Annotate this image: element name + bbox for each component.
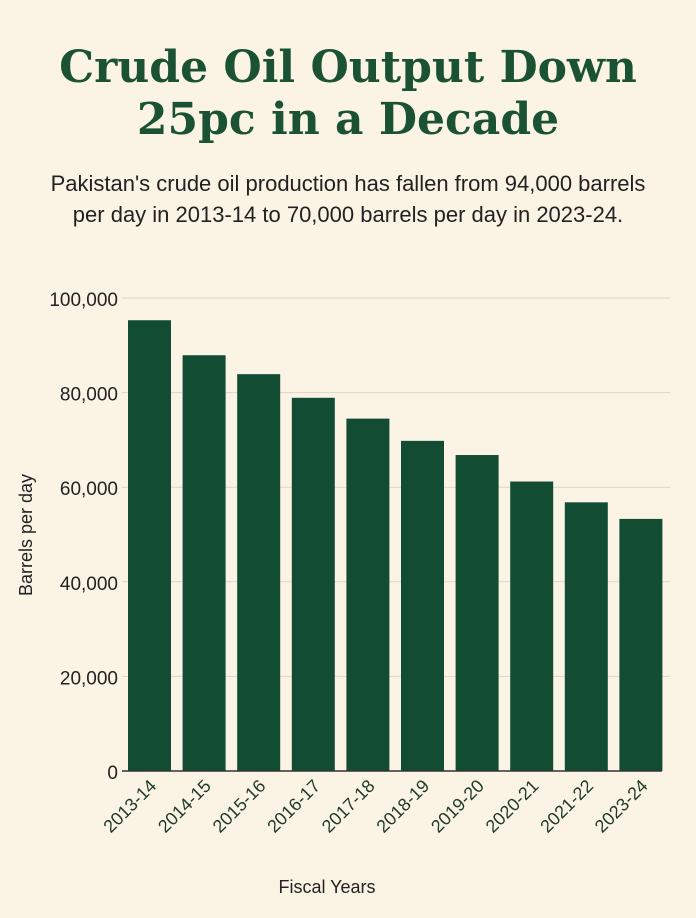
y-tick-label: 100,000 — [49, 290, 118, 311]
bar — [564, 502, 608, 771]
x-tick-label: 2015-16 — [209, 776, 270, 837]
bar — [510, 481, 554, 771]
bar — [291, 397, 335, 771]
x-tick-label: 2018-19 — [372, 776, 433, 837]
x-tick-label: 2017-18 — [318, 776, 379, 837]
x-tick-label: 2016-17 — [263, 776, 324, 837]
y-tick-label: 0 — [107, 763, 118, 784]
x-axis-ticks: 2013-142014-152015-162016-172017-182018-… — [99, 776, 651, 837]
x-tick-label: 2020-21 — [482, 776, 543, 837]
y-tick-label: 20,000 — [60, 668, 118, 689]
bar — [619, 518, 663, 771]
x-tick-label: 2013-14 — [99, 776, 160, 837]
y-tick-label: 80,000 — [60, 385, 118, 406]
x-tick-label: 2014-15 — [154, 776, 215, 837]
y-axis-ticks: 0 20,000 40,000 60,000 80,000 100,000 — [49, 290, 118, 784]
bar — [237, 374, 281, 771]
bar — [128, 320, 171, 771]
y-tick-label: 40,000 — [60, 574, 118, 595]
x-tick-label: 2023-24 — [591, 776, 652, 837]
bar — [182, 355, 226, 771]
x-tick-label: 2021-22 — [536, 776, 597, 837]
y-axis-label: Barrels per day — [16, 474, 36, 596]
bar — [346, 418, 390, 771]
chart-subtitle: Pakistan's crude oil production has fall… — [50, 171, 646, 227]
x-axis-label: Fiscal Years — [278, 877, 375, 897]
bar — [401, 440, 444, 771]
bars — [128, 320, 663, 771]
chart-title: Crude Oil Output Down 25pc in a Decade — [59, 42, 637, 145]
y-tick-label: 60,000 — [60, 479, 118, 500]
x-tick-label: 2019-20 — [427, 776, 488, 837]
bar — [455, 455, 499, 771]
